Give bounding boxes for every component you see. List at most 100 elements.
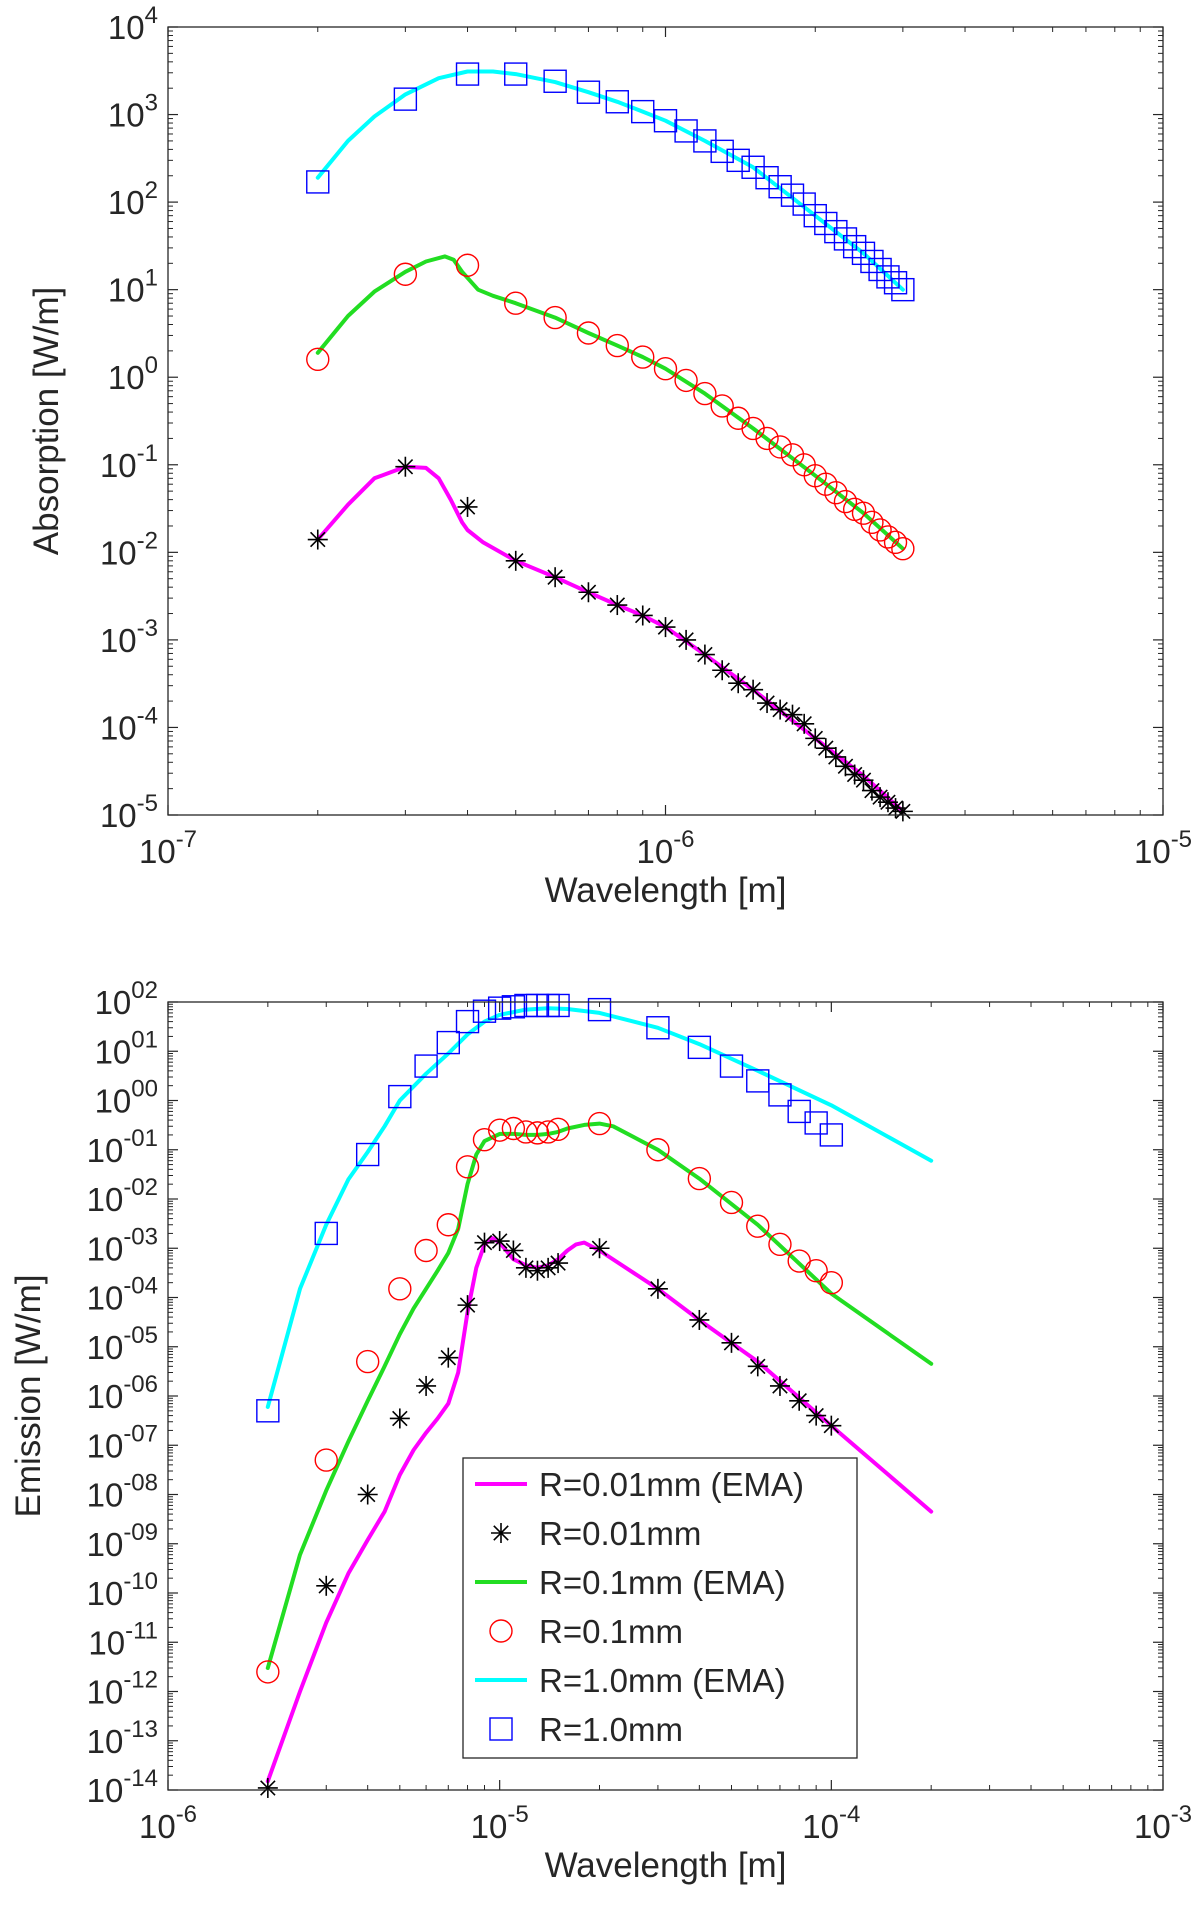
data-point [747, 1356, 768, 1377]
data-point [314, 1221, 338, 1246]
data-point [455, 62, 480, 86]
data-point [804, 1111, 828, 1135]
emission-chart: 10-6 10-5 10-4 10-310-1410-1310-1210-1110-1… [9, 977, 1192, 1885]
y-tick-base: 10 [100, 622, 137, 659]
data-point [806, 1405, 827, 1426]
y-tick-exponent: -2 [137, 527, 158, 554]
data-point [883, 530, 908, 555]
y-axis-label: Absorption [W/m] [27, 287, 66, 555]
data-point [646, 1138, 670, 1162]
data-point [782, 704, 803, 725]
y-tick-exponent: -03 [123, 1223, 158, 1250]
asterisk-stroke [784, 706, 801, 723]
axes-frame [167, 1001, 1164, 1791]
legend-swatch [489, 1619, 513, 1643]
y-tick-base: 10 [100, 447, 137, 484]
legend: R=0.01mm (EMA) R=0.01mm R=0.1mm (EMA) R=0.1… [462, 1457, 858, 1759]
y-tick-label: 10-10 [87, 1568, 158, 1612]
data-point [891, 537, 915, 561]
y-tick-exponent: -05 [123, 1322, 158, 1349]
asterisk-stroke [818, 740, 834, 756]
data-point [851, 501, 876, 525]
data-point [503, 1240, 524, 1261]
asterisk-stroke [808, 1407, 824, 1424]
data-point [746, 1214, 770, 1238]
asterisk-stroke [318, 1578, 335, 1594]
data-point [438, 1347, 459, 1368]
data-point [536, 1120, 560, 1144]
asterisk-stroke [887, 800, 904, 816]
asterisk-stroke [493, 1525, 509, 1541]
asterisk-stroke [723, 1335, 740, 1351]
y-tick-exponent: 1 [145, 265, 158, 292]
data-point [414, 1238, 438, 1263]
data-point [355, 1349, 380, 1374]
data-point [755, 426, 779, 451]
data-point [876, 525, 900, 549]
data-point [548, 1253, 569, 1274]
y-tick-exponent: -3 [137, 615, 158, 642]
data-point [768, 1083, 792, 1107]
x-tick-label: 10-5 [471, 1801, 529, 1845]
y-tick-exponent: -14 [123, 1765, 158, 1792]
data-point [860, 510, 884, 535]
data-point [646, 1016, 670, 1040]
asterisk-stroke [505, 1242, 522, 1259]
data-point [655, 617, 676, 638]
data-point [395, 456, 416, 477]
data-point [814, 211, 838, 236]
x-axis-label: Wavelength [m] [545, 1846, 787, 1885]
data-point [306, 170, 330, 194]
data-point [712, 660, 733, 681]
y-tick-exponent: -13 [123, 1716, 158, 1743]
data-point [768, 174, 792, 199]
data-point [824, 480, 848, 505]
data-point [355, 1142, 380, 1167]
asterisk-stroke [459, 1297, 476, 1313]
asterisk-stroke [745, 681, 761, 698]
x-tick-base: 10 [1134, 833, 1171, 870]
y-tick-label: 10-03 [87, 1223, 158, 1267]
data-point [883, 271, 908, 295]
y-tick-label: 104 [108, 2, 158, 46]
asterisk-stroke [609, 597, 626, 613]
data-point [587, 997, 612, 1022]
y-tick-label: 101 [108, 265, 158, 309]
y-axis-label: Emission [W/m] [9, 1274, 48, 1517]
data-point [853, 770, 874, 791]
data-point [768, 1232, 792, 1257]
x-tick-label: 10-7 [139, 826, 197, 870]
y-tick-base: 10 [100, 709, 137, 746]
y-tick-base: 10 [108, 184, 145, 221]
data-point [687, 1166, 712, 1191]
data-point [868, 257, 892, 282]
y-tick-exponent: 3 [145, 90, 158, 117]
legend-box [462, 1457, 858, 1759]
legend-label: R=0.1mm [539, 1613, 683, 1650]
data-point [815, 738, 836, 759]
y-tick-base: 10 [87, 1329, 124, 1366]
absorption-chart: 10-7 10-6 10-510-510-410-310-210-110010110… [27, 2, 1192, 910]
data-point [860, 249, 884, 274]
y-tick-exponent: -5 [137, 790, 158, 817]
y-tick-label: 10-4 [100, 702, 158, 746]
x-tick-exponent: -5 [1171, 826, 1192, 853]
y-tick-base: 10 [87, 1477, 124, 1514]
y-tick-label: 1000 [95, 1076, 158, 1120]
y-tick-label: 10-06 [87, 1371, 158, 1415]
x-tick-label: 10-4 [802, 1801, 860, 1845]
y-tick-label: 10-13 [87, 1716, 158, 1760]
data-point [256, 1399, 280, 1423]
asterisk-stroke [749, 1358, 766, 1375]
data-point [543, 305, 567, 330]
asterisk-stroke [459, 499, 476, 515]
data-point [515, 1257, 536, 1278]
asterisk-stroke [359, 1486, 376, 1503]
data-point [755, 166, 779, 190]
data-point [587, 1111, 612, 1136]
asterisk-stroke [529, 1262, 546, 1279]
data-point [653, 357, 678, 381]
y-tick-base: 10 [87, 1723, 124, 1760]
asterisk-stroke [309, 531, 326, 548]
